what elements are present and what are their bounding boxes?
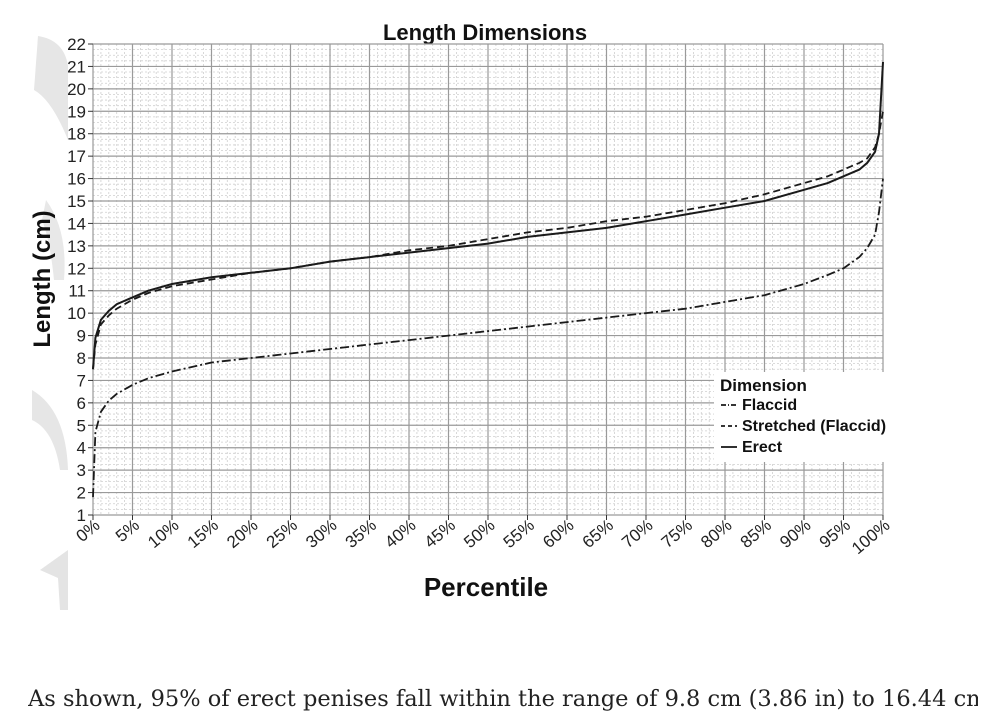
- x-tick-label: 25%: [263, 516, 301, 552]
- x-tick-label: 45%: [421, 516, 459, 552]
- y-tick-label: 13: [67, 237, 86, 256]
- y-tick-label: 1: [77, 506, 86, 525]
- watermark-graphic: [32, 36, 68, 610]
- x-tick-label: 75%: [658, 516, 696, 552]
- x-tick-label: 80%: [697, 516, 735, 552]
- y-tick-label: 22: [67, 35, 86, 54]
- x-tick-label: 5%: [112, 516, 143, 546]
- y-tick-label: 6: [77, 394, 86, 413]
- x-tick-label: 70%: [618, 516, 656, 552]
- chart: Length Dimensions Percentile Length (cm)…: [29, 20, 894, 602]
- y-tick-label: 18: [67, 125, 86, 144]
- x-tick-label: 10%: [144, 516, 182, 552]
- legend-entry: Stretched (Flaccid): [742, 418, 886, 435]
- y-tick-label: 20: [67, 80, 86, 99]
- y-tick-label: 21: [67, 57, 86, 76]
- y-tick-label: 17: [67, 147, 86, 166]
- x-tick-label: 85%: [737, 516, 775, 552]
- x-tick-label: 15%: [184, 516, 222, 552]
- x-tick-label: 55%: [500, 516, 538, 552]
- x-tick-label: 65%: [579, 516, 617, 552]
- legend-entry: Erect: [742, 439, 783, 456]
- y-tick-label: 10: [67, 304, 86, 323]
- caption-text: As shown, 95% of erect penises fall with…: [28, 686, 978, 712]
- series-line-erect: [92, 61, 884, 370]
- y-tick-label: 2: [77, 484, 86, 503]
- y-tick-label: 7: [77, 371, 86, 390]
- chart-title: Length Dimensions: [383, 20, 587, 45]
- y-tick-label: 4: [77, 439, 86, 458]
- legend-entry: Flaccid: [742, 397, 797, 414]
- y-tick-label: 8: [77, 349, 86, 368]
- y-axis-label: Length (cm): [29, 210, 56, 347]
- y-tick-label: 12: [67, 259, 86, 278]
- y-tick-label: 5: [77, 416, 86, 435]
- legend-title: Dimension: [720, 376, 807, 395]
- x-tick-label: 20%: [223, 516, 261, 552]
- x-tick-label: 60%: [539, 516, 577, 552]
- x-tick-label: 95%: [816, 516, 854, 552]
- y-tick-label: 9: [77, 327, 86, 346]
- y-tick-label: 11: [68, 282, 86, 301]
- y-tick-label: 14: [67, 214, 86, 233]
- legend-box: [714, 372, 894, 462]
- y-tick-label: 3: [77, 461, 86, 480]
- series-line-flaccid: [92, 178, 884, 498]
- x-tick-label: 90%: [776, 516, 814, 552]
- y-tick-label: 16: [67, 170, 86, 189]
- y-tick-label: 19: [67, 102, 86, 121]
- x-axis-label: Percentile: [424, 572, 548, 602]
- x-tick-label: 50%: [460, 516, 498, 552]
- x-tick-label: 35%: [342, 516, 380, 552]
- x-tick-label: 40%: [381, 516, 419, 552]
- x-tick-label: 100%: [848, 516, 894, 559]
- x-tick-label: 30%: [302, 516, 340, 552]
- y-tick-label: 15: [67, 192, 86, 211]
